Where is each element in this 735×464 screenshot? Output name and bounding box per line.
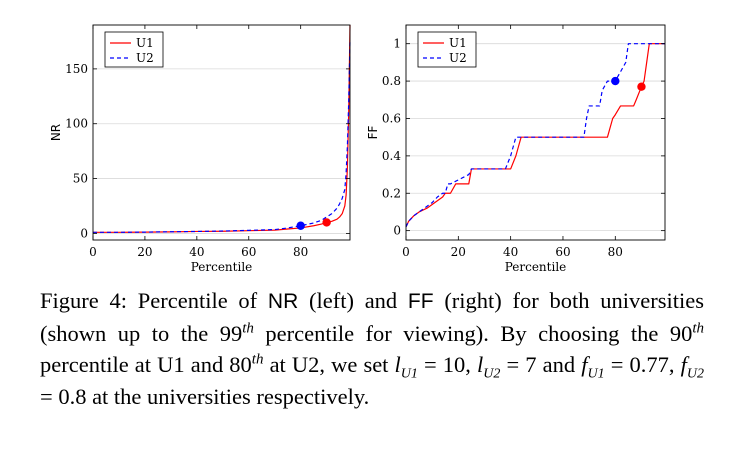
caption-text: = 10,: [417, 352, 478, 377]
caption-text: (right) for both universities (shown up …: [40, 288, 704, 346]
legend-label-u1: U1: [136, 36, 154, 50]
x-axis-label: Percentile: [191, 260, 253, 274]
x-tick-label: 20: [451, 245, 466, 259]
x-tick-label: 0: [402, 245, 410, 259]
legend-label-u2: U2: [449, 51, 467, 65]
x-tick-label: 80: [608, 245, 623, 259]
y-tick-label: 50: [73, 172, 88, 186]
y-tick-label: 100: [65, 117, 88, 131]
x-tick-label: 60: [555, 245, 570, 259]
legend-box: [417, 31, 477, 68]
y-tick-label: 0.2: [382, 186, 401, 200]
caption-var: f: [680, 352, 687, 377]
y-axis-label: FF: [366, 126, 380, 140]
y-tick-label: 150: [65, 62, 88, 76]
caption-sup: th: [242, 320, 254, 336]
y-tick-label: 0.8: [382, 74, 401, 88]
data-point-marker: [637, 82, 646, 91]
caption-sup: th: [251, 351, 264, 368]
data-point-marker: [611, 76, 620, 86]
series-line-u1: [405, 43, 665, 228]
y-axis-label: NR: [49, 124, 63, 141]
caption-sub: U1: [587, 366, 605, 382]
series-line-u2: [93, 41, 351, 233]
caption-text: at U2, we set: [263, 352, 395, 377]
caption-sub: U2: [483, 366, 501, 382]
data-point-marker: [322, 218, 331, 227]
x-tick-label: 40: [503, 245, 518, 259]
caption-text: percentile at U1 and 80: [40, 352, 252, 377]
x-tick-label: 20: [137, 245, 152, 259]
x-tick-label: 80: [293, 245, 308, 259]
caption-var: f: [581, 352, 588, 377]
plot-frame: [405, 24, 666, 241]
caption-var: l: [477, 352, 484, 377]
caption-sub: U1: [400, 366, 418, 382]
caption-sub: U2: [686, 366, 704, 382]
figure-caption: Figure 4: Percentile of NR (left) and FF…: [40, 285, 704, 412]
caption-text: = 0.8 at the universities respectively.: [40, 383, 370, 409]
x-tick-label: 40: [189, 245, 204, 259]
caption-text: Figure 4: Percentile of: [40, 288, 268, 313]
x-tick-label: 0: [89, 245, 97, 259]
series-line-u2: [405, 43, 665, 228]
plot-frame: [92, 24, 351, 241]
legend-box: [104, 31, 164, 68]
legend-label-u1: U1: [449, 36, 467, 50]
y-tick-label: 1: [393, 37, 401, 51]
caption-var: l: [394, 352, 401, 377]
data-point-marker: [296, 221, 305, 230]
y-tick-label: 0: [393, 224, 401, 238]
x-tick-label: 60: [241, 245, 256, 259]
caption-text: (left) and: [298, 288, 408, 313]
series-line-u1: [93, 24, 351, 233]
y-tick-label: 0.4: [382, 149, 401, 163]
caption-nr: NR: [267, 290, 299, 313]
x-axis-label: Percentile: [505, 260, 567, 274]
y-tick-label: 0.6: [382, 111, 401, 125]
caption-text: percentile for viewing). By choosing the…: [253, 320, 693, 346]
caption-sup: th: [692, 320, 704, 336]
caption-text: = 7 and: [500, 352, 582, 377]
caption-text: = 0.77,: [604, 352, 681, 377]
caption-ff: FF: [407, 290, 434, 313]
y-tick-label: 0: [80, 226, 88, 240]
legend-label-u2: U2: [136, 51, 154, 65]
